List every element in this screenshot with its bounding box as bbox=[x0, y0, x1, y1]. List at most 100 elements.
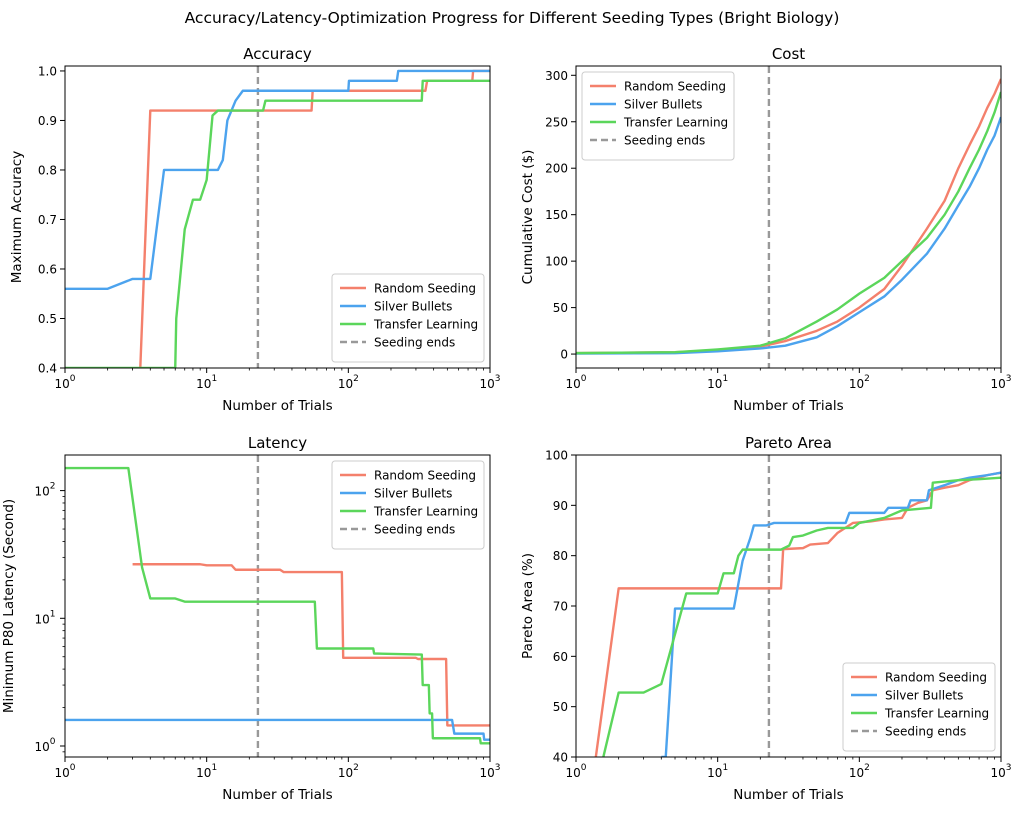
legend-label: Silver Bullets bbox=[374, 300, 452, 314]
x-tick-label: 102 bbox=[849, 763, 870, 780]
x-tick-label-exponent: 3 bbox=[1006, 374, 1012, 384]
series-line-transfer-learning bbox=[65, 466, 490, 745]
y-tick-label-exponent: 1 bbox=[50, 609, 56, 619]
y-tick-label: 40 bbox=[553, 751, 568, 765]
x-tick-label-exponent: 2 bbox=[353, 763, 359, 773]
axes-frame bbox=[64, 454, 491, 758]
series-line-transfer-learning bbox=[602, 476, 1001, 757]
y-tick-label: 200 bbox=[545, 162, 568, 176]
y-tick-label: 80 bbox=[553, 549, 568, 563]
y-tick-label: 250 bbox=[545, 115, 568, 129]
x-tick-label: 103 bbox=[990, 763, 1011, 780]
x-axis-label: Number of Trials bbox=[222, 398, 332, 414]
y-tick-label: 100 bbox=[545, 449, 568, 463]
x-tick-label-base: 10 bbox=[54, 377, 69, 391]
x-axis-label: Number of Trials bbox=[733, 398, 843, 414]
series-line-silver-bullets bbox=[65, 69, 490, 290]
x-tick-label: 103 bbox=[479, 374, 500, 391]
y-tick-label: 0.6 bbox=[38, 262, 57, 276]
legend-label: Transfer Learning bbox=[373, 505, 478, 519]
y-tick-label: 300 bbox=[545, 69, 568, 83]
legend: Random Seeding Silver Bullets Transfer Lea… bbox=[331, 460, 485, 550]
legend-label: Random Seeding bbox=[885, 671, 987, 685]
x-tick-label-exponent: 2 bbox=[864, 374, 870, 384]
y-tick-label: 0 bbox=[560, 348, 568, 362]
y-tick-label: 0.8 bbox=[38, 163, 57, 177]
series-line-silver-bullets bbox=[661, 471, 1001, 757]
legend-label: Silver Bullets bbox=[374, 487, 452, 501]
x-tick-label-exponent: 1 bbox=[722, 374, 728, 384]
series-line-transfer-learning bbox=[65, 79, 490, 368]
x-tick-label-exponent: 2 bbox=[864, 763, 870, 773]
y-tick-label-exponent: 2 bbox=[50, 482, 56, 492]
x-tick-label: 102 bbox=[338, 763, 359, 780]
y-tick-label: 0.9 bbox=[38, 114, 57, 128]
legend-label: Random Seeding bbox=[624, 80, 726, 94]
x-tick-label: 103 bbox=[479, 763, 500, 780]
legend-label: Silver Bullets bbox=[885, 689, 963, 703]
x-tick-label-base: 10 bbox=[565, 377, 580, 391]
x-tick-label-exponent: 2 bbox=[353, 374, 359, 384]
x-tick-label: 101 bbox=[196, 374, 217, 391]
y-tick-label-base: 10 bbox=[34, 485, 49, 499]
y-tick-label: 0.7 bbox=[38, 213, 57, 227]
x-tick-label-base: 10 bbox=[196, 377, 211, 391]
legend: Random Seeding Silver Bullets Transfer Lea… bbox=[331, 273, 485, 363]
y-axis-label: Cumulative Cost ($) bbox=[520, 150, 536, 285]
x-tick-label-exponent: 0 bbox=[581, 763, 587, 773]
x-tick-label: 100 bbox=[565, 374, 586, 391]
x-tick-label-exponent: 1 bbox=[211, 763, 217, 773]
y-tick-label: 102 bbox=[34, 482, 55, 499]
legend-box bbox=[331, 460, 485, 550]
legend-label: Transfer Learning bbox=[623, 116, 728, 130]
y-tick-label: 60 bbox=[553, 650, 568, 664]
x-tick-label-exponent: 3 bbox=[1006, 763, 1012, 773]
y-tick-label: 70 bbox=[553, 600, 568, 614]
x-tick-label-exponent: 0 bbox=[581, 374, 587, 384]
y-tick-label: 50 bbox=[553, 700, 568, 714]
y-tick-label: 100 bbox=[34, 737, 55, 754]
x-tick-label: 103 bbox=[990, 374, 1011, 391]
y-tick-label: 90 bbox=[553, 499, 568, 513]
plot-area bbox=[65, 66, 490, 368]
legend-label: Seeding ends bbox=[374, 523, 455, 537]
axes-frame bbox=[575, 65, 1002, 369]
x-tick-label: 101 bbox=[196, 763, 217, 780]
y-axis-label: Pareto Area (%) bbox=[520, 553, 536, 659]
x-tick-label-base: 10 bbox=[849, 377, 864, 391]
x-tick-label-base: 10 bbox=[990, 766, 1005, 780]
legend-label: Transfer Learning bbox=[373, 318, 478, 332]
legend-label: Transfer Learning bbox=[884, 707, 989, 721]
y-tick-label-exponent: 0 bbox=[50, 737, 56, 747]
series-line-random-seeding bbox=[132, 563, 490, 727]
x-tick-label-base: 10 bbox=[849, 766, 864, 780]
x-tick-label-base: 10 bbox=[990, 377, 1005, 391]
x-tick-label: 101 bbox=[707, 763, 728, 780]
series-line-random-seeding bbox=[139, 69, 490, 368]
chart-title: Pareto Area bbox=[745, 434, 832, 452]
legend-box bbox=[842, 662, 996, 752]
legend-label: Seeding ends bbox=[885, 725, 966, 739]
chart-title: Accuracy bbox=[243, 45, 312, 63]
y-tick-label: 150 bbox=[545, 208, 568, 222]
y-axis-label: Maximum Accuracy bbox=[9, 151, 25, 283]
legend-box bbox=[581, 71, 735, 161]
x-tick-label-base: 10 bbox=[54, 766, 69, 780]
y-tick-label: 50 bbox=[553, 301, 568, 315]
series-line-random-seeding bbox=[594, 471, 1001, 757]
y-tick-label: 0.5 bbox=[38, 312, 57, 326]
x-tick-label-exponent: 3 bbox=[495, 374, 501, 384]
y-axis-label: Minimum P80 Latency (Second) bbox=[1, 499, 17, 713]
x-tick-label-exponent: 1 bbox=[211, 374, 217, 384]
x-tick-label: 100 bbox=[54, 374, 75, 391]
x-tick-label-base: 10 bbox=[479, 377, 494, 391]
legend-label: Seeding ends bbox=[624, 134, 705, 148]
x-tick-label-base: 10 bbox=[196, 766, 211, 780]
x-tick-label-base: 10 bbox=[707, 377, 722, 391]
x-tick-label: 102 bbox=[338, 374, 359, 391]
legend-label: Random Seeding bbox=[374, 282, 476, 296]
x-axis-label: Number of Trials bbox=[222, 787, 332, 803]
